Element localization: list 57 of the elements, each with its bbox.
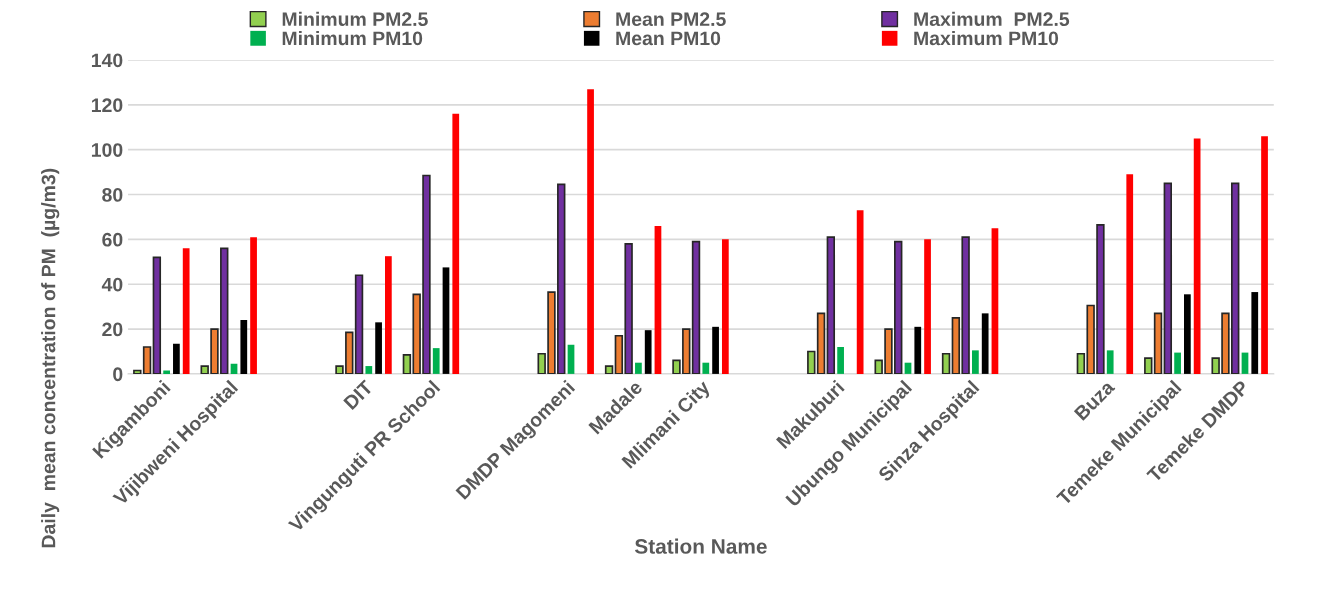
bar [173, 343, 180, 374]
bar [182, 248, 190, 374]
bar [365, 366, 373, 374]
bar [384, 256, 392, 374]
bar [240, 320, 248, 374]
bar [452, 113, 460, 374]
bar [837, 347, 844, 374]
bar [1261, 136, 1268, 374]
y-tick-label: 0 [113, 367, 123, 382]
bar [702, 362, 710, 374]
bar [1174, 352, 1181, 374]
bar [826, 236, 836, 374]
bar [712, 326, 719, 374]
bar [375, 322, 382, 374]
bar [1126, 174, 1134, 374]
bar [1251, 292, 1259, 374]
y-tick-label: 40 [101, 277, 123, 292]
bar [816, 312, 826, 374]
bar [1106, 350, 1114, 374]
y-tick-label: 140 [91, 53, 123, 68]
bar [152, 256, 162, 374]
y-axis-title: Daily mean concentration of PM (µg/m3) [41, 168, 60, 548]
bar [914, 326, 922, 374]
bar [354, 274, 364, 374]
legend-label: Maximum PM2.5 [914, 11, 1070, 27]
x-tick-label: DIT [343, 379, 374, 410]
bar [635, 362, 642, 374]
bar [856, 210, 864, 374]
bar [691, 240, 701, 374]
bar [1144, 357, 1153, 374]
bar [924, 239, 931, 374]
bar [807, 350, 816, 374]
y-tick-label: 60 [102, 232, 123, 247]
bar [981, 313, 989, 374]
legend-label: Minimum PM2.5 [282, 11, 428, 27]
y-tick-label: 100 [91, 143, 123, 157]
bar [1183, 294, 1191, 374]
bar [1153, 312, 1163, 374]
y-tick-label: 80 [102, 187, 123, 202]
bar [1163, 182, 1173, 374]
bar [250, 237, 257, 374]
bar [644, 330, 652, 374]
y-tick-label: 120 [91, 98, 123, 113]
legend-label: Mean PM10 [616, 31, 721, 46]
y-tick-label: 20 [102, 322, 123, 337]
bar [587, 89, 594, 374]
bar [941, 352, 951, 374]
bar [163, 370, 170, 374]
x-axis-title: Station Name [634, 538, 767, 554]
bar [604, 365, 614, 374]
legend-label: Mean PM2.5 [616, 12, 726, 27]
legend-label: Minimum PM10 [282, 30, 423, 46]
bar [721, 239, 729, 374]
bar [1193, 138, 1201, 374]
bar [972, 350, 979, 374]
legend-label: Maximum PM10 [914, 30, 1059, 46]
bar [432, 348, 440, 374]
